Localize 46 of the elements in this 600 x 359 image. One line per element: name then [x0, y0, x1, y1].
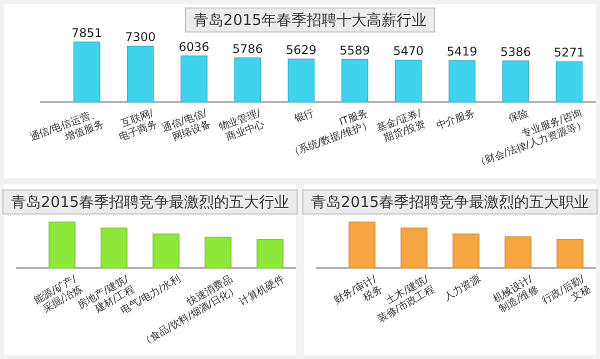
x-tick-label: 通信/电信运营、 增值服务: [28, 106, 106, 144]
bar: [400, 228, 428, 268]
bar: [73, 42, 100, 102]
chart-title: 青岛2015春季招聘竞争最激烈的五大行业: [10, 193, 290, 211]
x-tick-label: 银行: [292, 108, 316, 126]
data-label: 5386: [500, 44, 531, 59]
bar: [502, 60, 529, 102]
bar: [348, 222, 376, 268]
x-tick-label: 行政/后勤/ 文秘: [540, 272, 592, 307]
bar: [152, 234, 180, 268]
x-tick-label: 中介服务: [434, 106, 476, 132]
data-label: 5786: [232, 42, 263, 56]
bar: [452, 234, 480, 268]
bar: [204, 236, 232, 268]
data-label: 5419: [446, 44, 478, 59]
chart-title: 青岛2015春季招聘竞争最激烈的五大职业: [310, 193, 590, 211]
bar: [395, 60, 422, 102]
bar: [100, 228, 128, 268]
bar: [180, 55, 208, 102]
data-label: 6036: [178, 40, 210, 54]
bar: [504, 236, 532, 268]
x-tick-label: 物业管理/ 商业中心: [217, 106, 266, 144]
data-label: 7851: [72, 26, 102, 40]
data-label: 5629: [286, 42, 316, 57]
x-tick-label: 保险: [507, 106, 530, 126]
chart-title: 青岛2015年春季招聘十大高薪行业: [193, 11, 427, 29]
bar: [341, 58, 368, 102]
bar: [234, 57, 261, 102]
data-label: 5470: [393, 44, 424, 58]
bar: [288, 58, 315, 102]
data-label: 7300: [125, 30, 156, 44]
bar: [127, 46, 154, 102]
x-tick-label: 基金/证券/ 期货/投资: [374, 106, 427, 144]
x-tick-label: 人力资源: [442, 272, 482, 304]
data-label: 5589: [340, 43, 370, 58]
bar: [256, 239, 284, 268]
x-tick-label: 互联网/ 电子商务: [117, 106, 159, 144]
bar: [448, 60, 476, 102]
bar: [556, 61, 583, 102]
x-tick-label: 通信/电信/ 网络设备: [160, 106, 213, 144]
x-tick-label: 计算机硬件: [237, 272, 286, 308]
x-tick-label: 财务/审计/ 税务: [332, 272, 384, 307]
bar: [556, 239, 584, 268]
data-label: 5271: [554, 46, 584, 60]
x-tick-label: 机械设计/ 制造/维修: [490, 272, 540, 316]
bar: [48, 222, 76, 268]
